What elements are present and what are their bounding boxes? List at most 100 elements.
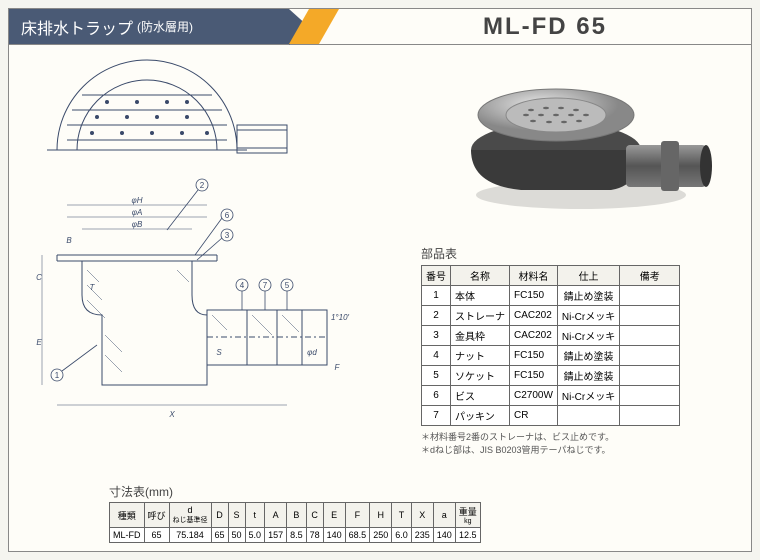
- note-1: ＊材料番号2番のストレーナは、ビス止めです。: [421, 431, 731, 444]
- parts-col-0: 番号: [422, 266, 451, 286]
- parts-cell: [620, 306, 680, 326]
- dims-col-0: 種類: [110, 503, 145, 528]
- dims-cell: 75.184: [169, 528, 211, 543]
- parts-cell: 3: [422, 326, 451, 346]
- product-photo: [461, 65, 721, 215]
- dims-cell: 140: [433, 528, 455, 543]
- parts-cell: [620, 346, 680, 366]
- title-sub: (防水層用): [137, 18, 193, 35]
- dims-cell: 157: [265, 528, 287, 543]
- dim-taper: 1°10′: [331, 313, 350, 322]
- parts-col-1: 名称: [451, 266, 510, 286]
- parts-col-4: 備考: [620, 266, 680, 286]
- callout-1: 1: [55, 371, 60, 380]
- dim-B: B: [66, 236, 72, 245]
- dimensions-title: 寸法表(mm): [109, 483, 729, 500]
- parts-cell: 2: [422, 306, 451, 326]
- dims-cell: 78: [306, 528, 323, 543]
- parts-table: 番号名称材料名仕上備考 1本体FC150錆止め塗装2ストレーナCAC202Ni-…: [421, 265, 680, 426]
- dims-col-6: A: [265, 503, 287, 528]
- dims-col-9: E: [323, 503, 345, 528]
- header: 床排水トラップ (防水層用) ML-FD 65: [9, 9, 751, 45]
- dims-col-3: D: [211, 503, 228, 528]
- parts-col-3: 仕上: [557, 266, 619, 286]
- dims-cell: ML-FD: [110, 528, 145, 543]
- dims-col-15: 重量kg: [455, 503, 480, 528]
- dims-col-10: F: [345, 503, 370, 528]
- dims-col-11: H: [370, 503, 392, 528]
- parts-cell: ソケット: [451, 366, 510, 386]
- dims-col-4: S: [228, 503, 245, 528]
- parts-table-title: 部品表: [421, 245, 731, 262]
- dims-col-14: a: [433, 503, 455, 528]
- parts-cell: 錆止め塗装: [557, 366, 619, 386]
- dims-col-2: dねじ基準径: [169, 503, 211, 528]
- dims-col-1: 呼び: [144, 503, 169, 528]
- parts-cell: CR: [510, 406, 558, 426]
- parts-cell: 錆止め塗装: [557, 346, 619, 366]
- dims-cell: 65: [211, 528, 228, 543]
- parts-cell: 金具枠: [451, 326, 510, 346]
- dims-col-8: C: [306, 503, 323, 528]
- parts-row: 3金具枠CAC202Ni-Crメッキ: [422, 326, 680, 346]
- callout-3: 3: [225, 231, 230, 240]
- dim-phid: φd: [307, 348, 317, 357]
- dims-cell: 250: [370, 528, 392, 543]
- parts-cell: 5: [422, 366, 451, 386]
- dims-col-12: T: [392, 503, 412, 528]
- parts-cell: [620, 406, 680, 426]
- dims-cell: 12.5: [455, 528, 480, 543]
- parts-section: 部品表 番号名称材料名仕上備考 1本体FC150錆止め塗装2ストレーナCAC20…: [421, 245, 731, 456]
- dim-phiA: φA: [132, 208, 143, 217]
- dimensions-table: 種類呼びdねじ基準径DStABCEFHTXa重量kg ML-FD6575.184…: [109, 502, 481, 543]
- parts-cell: 4: [422, 346, 451, 366]
- dim-T: T: [90, 283, 96, 292]
- parts-cell: [557, 406, 619, 426]
- dimensions-section: 寸法表(mm) 種類呼びdねじ基準径DStABCEFHTXa重量kg ML-FD…: [109, 483, 729, 543]
- parts-row: 4ナットFC150錆止め塗装: [422, 346, 680, 366]
- parts-cell: CAC202: [510, 326, 558, 346]
- parts-cell: FC150: [510, 366, 558, 386]
- dims-cell: 5.0: [245, 528, 265, 543]
- parts-cell: [620, 386, 680, 406]
- dims-col-5: t: [245, 503, 265, 528]
- callout-5: 5: [285, 281, 290, 290]
- spec-sheet: 床排水トラップ (防水層用) ML-FD 65: [8, 8, 752, 552]
- dims-cell: 6.0: [392, 528, 412, 543]
- parts-cell: [620, 286, 680, 306]
- dims-cell: 235: [411, 528, 433, 543]
- dim-X: X: [168, 410, 175, 419]
- callout-7: 7: [263, 281, 268, 290]
- dim-phiB: φB: [132, 220, 143, 229]
- dim-C: C: [36, 273, 42, 282]
- parts-row: 1本体FC150錆止め塗装: [422, 286, 680, 306]
- parts-cell: パッキン: [451, 406, 510, 426]
- parts-cell: 7: [422, 406, 451, 426]
- dim-S: S: [216, 348, 222, 357]
- parts-cell: Ni-Crメッキ: [557, 306, 619, 326]
- dim-F: F: [335, 363, 341, 372]
- callout-6: 6: [225, 211, 230, 220]
- dims-cell: 65: [144, 528, 169, 543]
- parts-cell: FC150: [510, 286, 558, 306]
- parts-cell: ナット: [451, 346, 510, 366]
- callout-2: 2: [200, 181, 205, 190]
- dim-phiH: φH: [132, 196, 143, 205]
- title-main: 床排水トラップ: [21, 15, 133, 39]
- note-2: ＊dねじ部は、JIS B0203管用テーパねじです。: [421, 444, 731, 457]
- content-area: 2 6 3 4 7 5 1 φH φA φB B C E T X S F φd: [9, 45, 751, 551]
- parts-row: 2ストレーナCAC202Ni-Crメッキ: [422, 306, 680, 326]
- parts-cell: FC150: [510, 346, 558, 366]
- parts-cell: ストレーナ: [451, 306, 510, 326]
- parts-cell: ビス: [451, 386, 510, 406]
- parts-row: 5ソケットFC150錆止め塗装: [422, 366, 680, 386]
- dim-E: E: [36, 338, 42, 347]
- parts-cell: 6: [422, 386, 451, 406]
- parts-row: 7パッキンCR: [422, 406, 680, 426]
- callout-4: 4: [240, 281, 245, 290]
- title-bar: 床排水トラップ (防水層用): [9, 9, 289, 44]
- parts-cell: 1: [422, 286, 451, 306]
- parts-cell: Ni-Crメッキ: [557, 386, 619, 406]
- notes: ＊材料番号2番のストレーナは、ビス止めです。 ＊dねじ部は、JIS B0203管…: [421, 431, 731, 456]
- dims-cell: 140: [323, 528, 345, 543]
